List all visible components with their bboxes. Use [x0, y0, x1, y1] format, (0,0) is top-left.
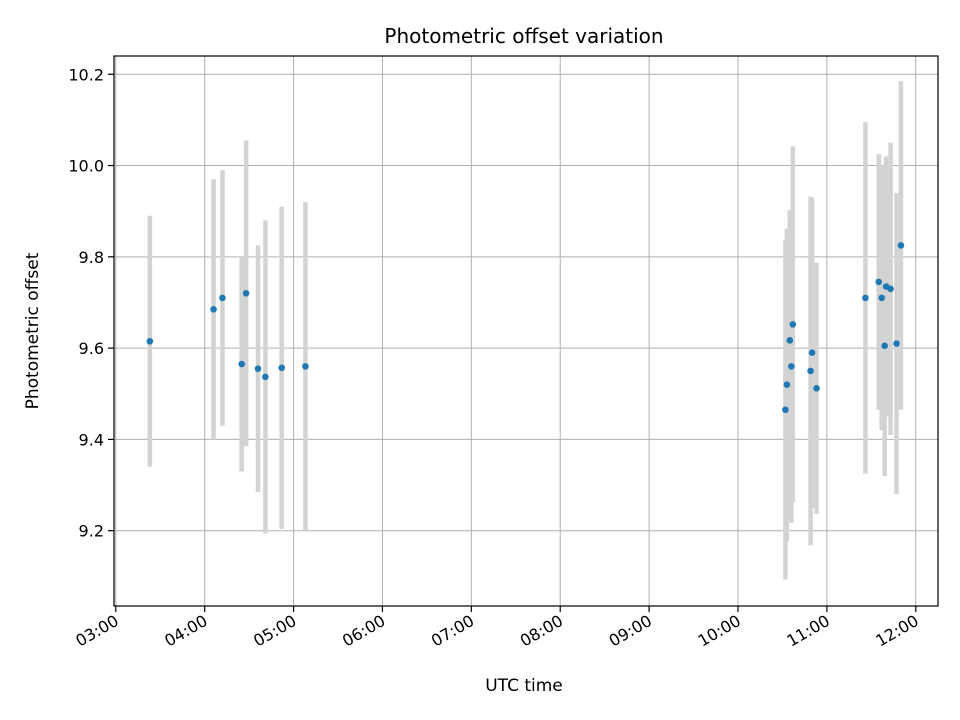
data-point — [238, 360, 246, 368]
data-point — [783, 381, 791, 388]
y-tick-label: 10.0 — [68, 157, 104, 176]
data-point — [146, 337, 154, 345]
data-point — [893, 340, 900, 347]
y-axis-label: Photometric offset — [23, 252, 43, 409]
data-point — [262, 373, 269, 381]
data-point — [808, 349, 816, 356]
data-point — [254, 365, 262, 372]
data-point — [807, 367, 814, 375]
data-point — [878, 294, 886, 302]
y-tick-label: 9.2 — [79, 522, 104, 541]
chart-title: Photometric offset variation — [384, 24, 663, 48]
data-point — [881, 342, 888, 350]
data-point — [242, 290, 250, 297]
data-points — [146, 242, 905, 414]
data-point — [897, 242, 905, 249]
y-tick-label: 10.2 — [68, 65, 104, 84]
data-point — [875, 278, 883, 286]
y-tick-label: 9.8 — [79, 248, 104, 267]
data-point — [278, 364, 286, 372]
plot-frame — [113, 55, 939, 607]
y-tick-label: 9.4 — [79, 430, 104, 449]
y-tick-label: 9.6 — [79, 339, 104, 358]
data-point — [887, 285, 894, 293]
data-point — [789, 321, 797, 328]
data-point — [302, 363, 309, 370]
data-point — [782, 406, 789, 414]
data-point — [219, 294, 226, 302]
x-axis-label: UTC time — [485, 676, 563, 696]
grid — [114, 56, 938, 606]
data-point — [813, 384, 820, 392]
data-point — [788, 363, 795, 370]
data-point — [862, 294, 869, 302]
data-point — [210, 306, 217, 313]
data-point — [786, 337, 794, 344]
